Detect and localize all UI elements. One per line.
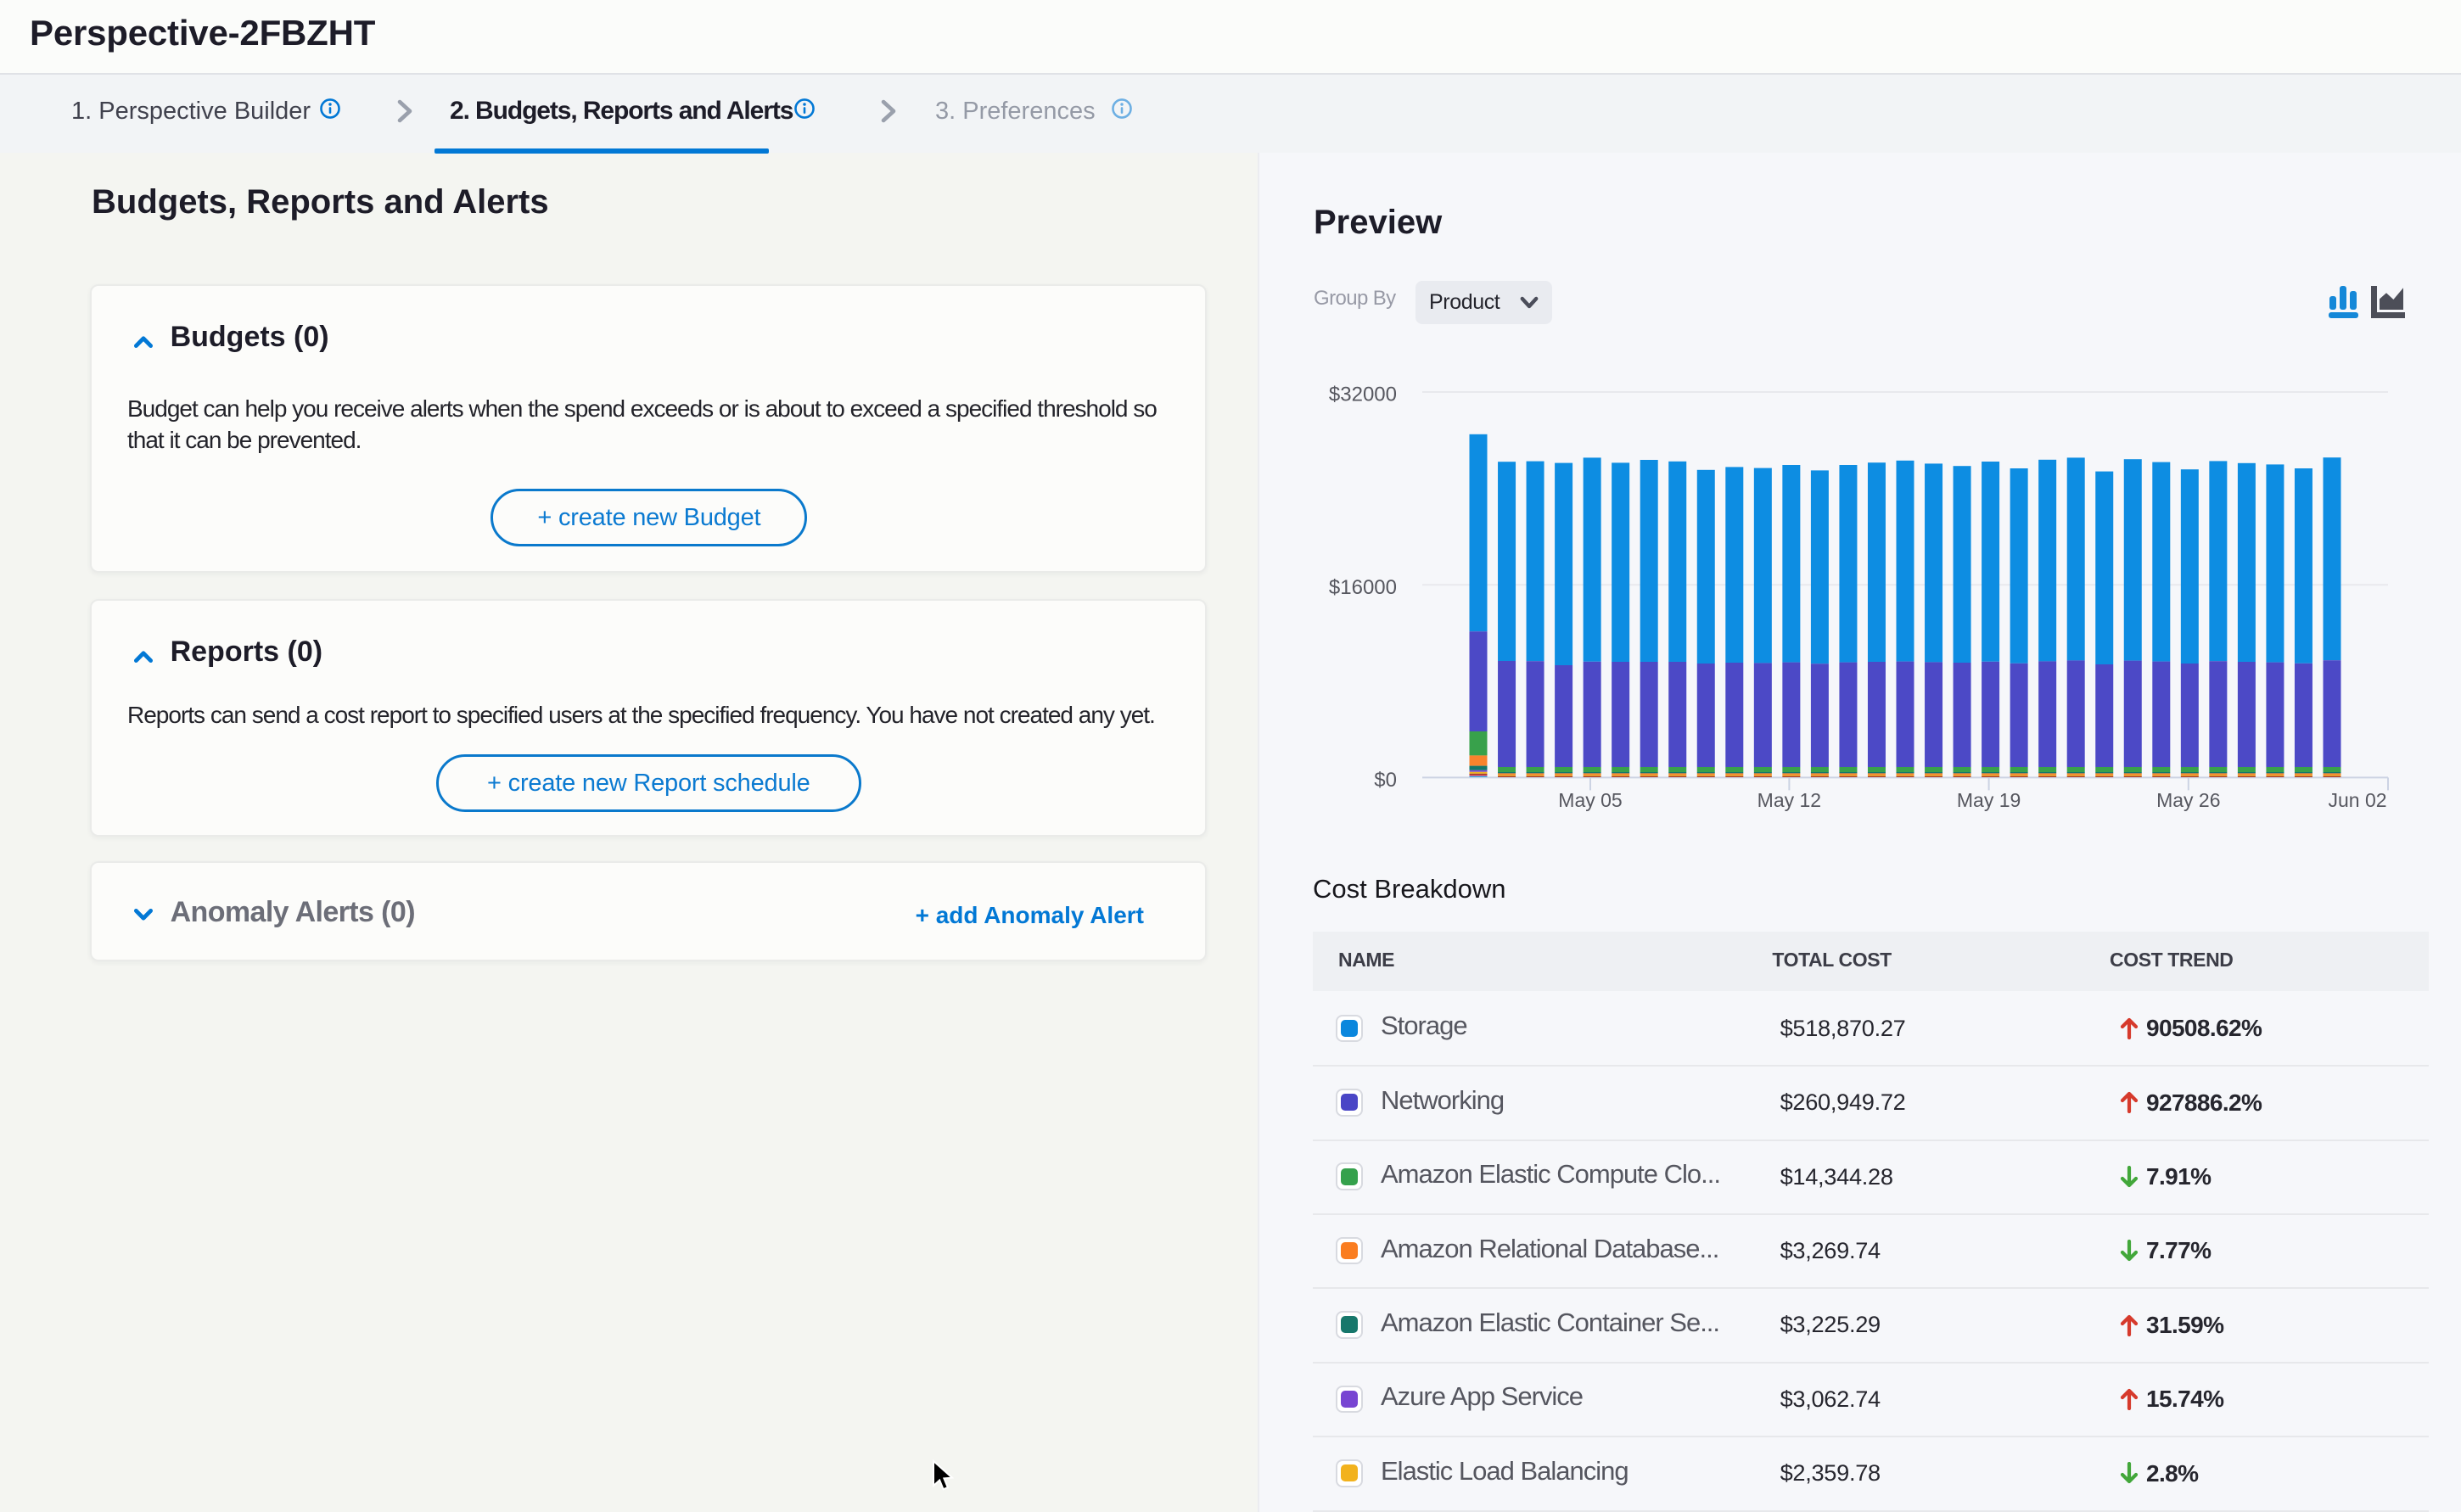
svg-text:$32000: $32000 xyxy=(1329,384,1397,406)
svg-text:May 12: May 12 xyxy=(1757,789,1821,811)
svg-text:$16000: $16000 xyxy=(1329,576,1397,599)
svg-text:May 19: May 19 xyxy=(1957,789,2021,811)
svg-text:May 26: May 26 xyxy=(2156,789,2220,811)
svg-text:Jun 02: Jun 02 xyxy=(2328,789,2386,811)
svg-text:May 05: May 05 xyxy=(1558,789,1622,811)
svg-text:$0: $0 xyxy=(1374,769,1397,792)
